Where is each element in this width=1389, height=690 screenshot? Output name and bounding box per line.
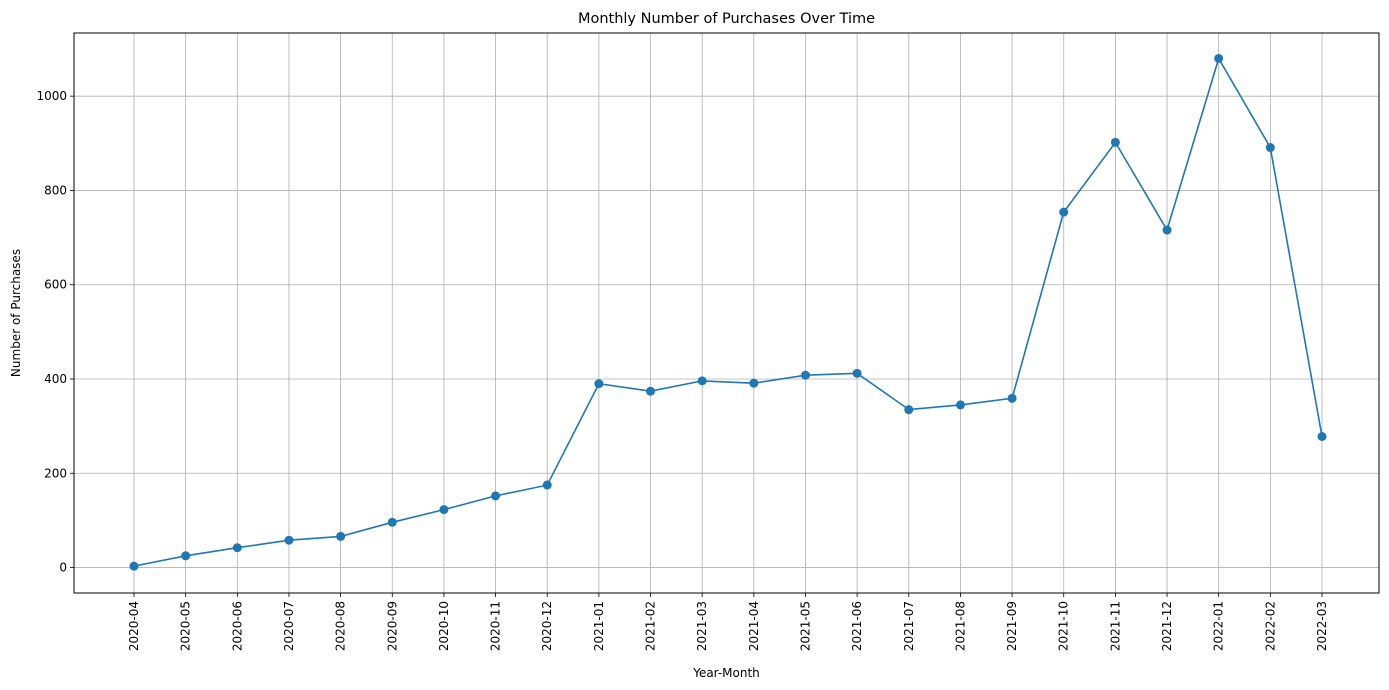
data-point — [852, 368, 862, 378]
data-point — [749, 378, 759, 388]
x-tick-label: 2022-02 — [1263, 601, 1277, 651]
x-tick-label: 2021-07 — [902, 601, 916, 651]
x-axis-title: Year-Month — [692, 666, 760, 680]
y-axis: 0 200 400 600 800 1000 — [36, 89, 74, 575]
data-point — [646, 386, 656, 396]
x-tick-label: 2022-03 — [1315, 601, 1329, 651]
y-tick-label: 400 — [44, 372, 67, 386]
x-tick-label: 2020-12 — [540, 601, 554, 651]
x-tick-label: 2020-06 — [230, 601, 244, 651]
y-tick-label: 800 — [44, 183, 67, 197]
series-group — [129, 53, 1327, 571]
y-tick-label: 600 — [44, 278, 67, 292]
x-tick-label: 2021-08 — [953, 601, 967, 651]
x-tick-label: 2021-06 — [850, 601, 864, 651]
plot-area-frame — [73, 32, 1380, 594]
x-tick-label: 2020-05 — [179, 601, 193, 651]
data-point — [1110, 137, 1120, 147]
y-tick-label: 200 — [44, 466, 67, 480]
data-point — [129, 561, 139, 571]
series-line — [133, 56, 1323, 567]
x-tick-label: 2020-10 — [437, 601, 451, 651]
x-tick-label: 2020-04 — [127, 601, 141, 651]
data-point — [387, 517, 397, 527]
data-point — [181, 551, 191, 561]
y-axis-title: Number of Purchases — [9, 249, 23, 377]
data-point — [439, 505, 449, 515]
data-point — [904, 405, 914, 415]
data-point — [1265, 143, 1275, 153]
x-tick-label: 2020-09 — [385, 601, 399, 651]
data-point — [594, 379, 604, 389]
data-point — [1059, 207, 1069, 217]
data-point — [1317, 432, 1327, 442]
data-point — [1162, 225, 1172, 235]
x-tick-label: 2021-09 — [1005, 601, 1019, 651]
x-tick-label: 2021-03 — [695, 601, 709, 651]
y-tick-label: 1000 — [36, 89, 67, 103]
data-point — [491, 491, 501, 501]
data-point — [1007, 393, 1017, 403]
data-point — [336, 531, 346, 541]
data-point — [800, 370, 810, 380]
x-tick-label: 2021-12 — [1160, 601, 1174, 651]
x-tick-label: 2021-11 — [1108, 601, 1122, 651]
x-tick-label: 2021-02 — [644, 601, 658, 651]
data-point — [955, 400, 965, 410]
data-point — [232, 543, 242, 553]
x-tick-label: 2020-11 — [489, 601, 503, 651]
data-point — [697, 376, 707, 386]
data-point — [1214, 53, 1224, 63]
y-tick-label: 0 — [59, 561, 67, 575]
x-tick-label: 2021-10 — [1057, 601, 1071, 651]
x-tick-label: 2021-01 — [592, 601, 606, 651]
x-tick-label: 2022-01 — [1212, 601, 1226, 651]
chart-title: Monthly Number of Purchases Over Time — [578, 11, 875, 27]
x-tick-label: 2020-08 — [334, 601, 348, 651]
x-axis: 2020-04 2020-05 2020-06 2020-07 2020-08 2020-… — [127, 593, 1329, 651]
data-point — [542, 480, 552, 490]
x-tick-label: 2021-04 — [747, 601, 761, 651]
data-point — [284, 535, 294, 545]
x-tick-label: 2020-07 — [282, 601, 296, 651]
x-tick-label: 2021-05 — [798, 601, 812, 651]
